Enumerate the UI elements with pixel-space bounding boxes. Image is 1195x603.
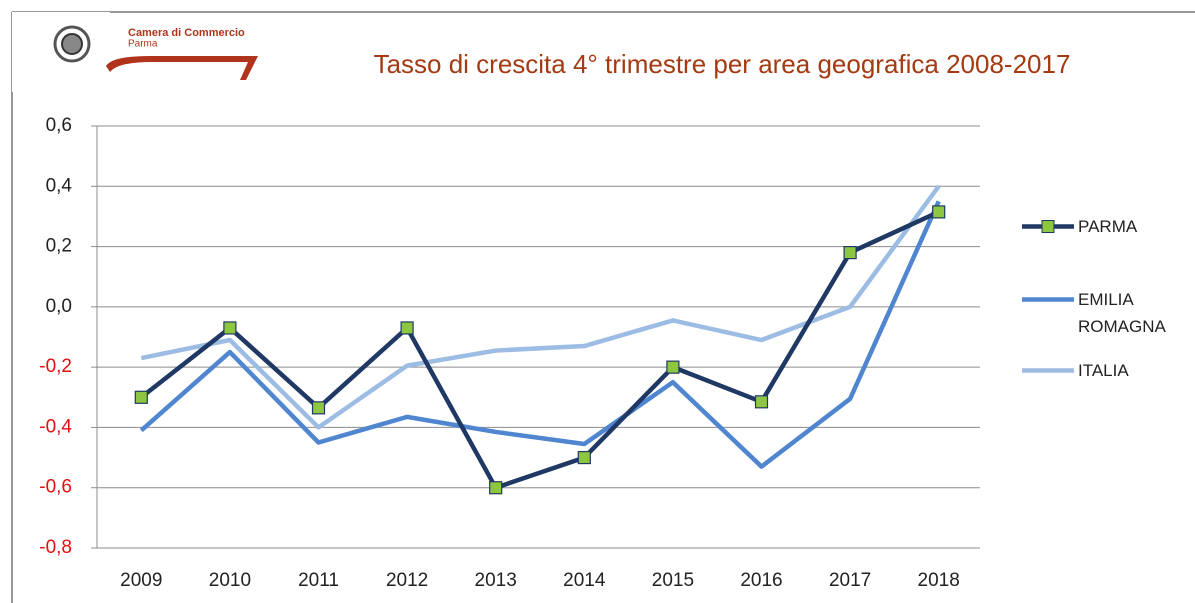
x-tick-label: 2016 (740, 570, 782, 591)
logo-emblem-inner (61, 33, 83, 55)
x-tick-label: 2014 (563, 570, 606, 591)
logo-text: Camera di Commercio (128, 27, 245, 39)
legend-swatch (1022, 368, 1074, 373)
legend-swatch (1022, 297, 1074, 302)
chart-title: Tasso di crescita 4° trimestre per area … (374, 49, 1071, 79)
marker (489, 481, 503, 495)
marker (754, 395, 769, 409)
marker (311, 401, 326, 415)
marker (577, 450, 591, 465)
x-tick-label: 2015 (652, 570, 694, 591)
x-tick-label: 2012 (386, 570, 428, 591)
marker (666, 360, 680, 374)
logo-swoosh (106, 56, 258, 80)
x-tick-label: 2011 (298, 570, 339, 591)
series-line (139, 200, 941, 469)
y-tick-label: 0,2 (46, 236, 72, 257)
x-tick-label: 2010 (209, 570, 251, 591)
y-tick-label: 0,6 (46, 115, 72, 136)
y-tick-label: 0,4 (46, 175, 73, 196)
y-tick-label: -0,2 (39, 356, 72, 377)
legend-label: ITALIA (1078, 361, 1129, 380)
series-line (139, 209, 940, 490)
legend-label: PARMA (1078, 217, 1138, 236)
x-tick-label: 2017 (829, 570, 871, 591)
y-tick-label: -0,4 (39, 416, 72, 437)
marker (223, 321, 237, 335)
x-tick-label: 2018 (918, 570, 960, 591)
y-tick-label: 0,0 (46, 296, 72, 317)
marker (400, 321, 414, 335)
legend-label: EMILIA ROMAGNA (1078, 290, 1166, 336)
y-tick-label: -0,8 (39, 537, 72, 558)
y-tick-label: -0,6 (39, 477, 72, 498)
marker (134, 390, 148, 404)
legend-marker (1041, 220, 1055, 233)
x-tick-label: 2013 (475, 570, 517, 591)
marker (932, 205, 946, 219)
logo-text: Parma (128, 39, 158, 50)
marker (843, 246, 857, 260)
legend-swatch (1022, 220, 1074, 233)
x-tick-label: 2009 (120, 570, 162, 591)
